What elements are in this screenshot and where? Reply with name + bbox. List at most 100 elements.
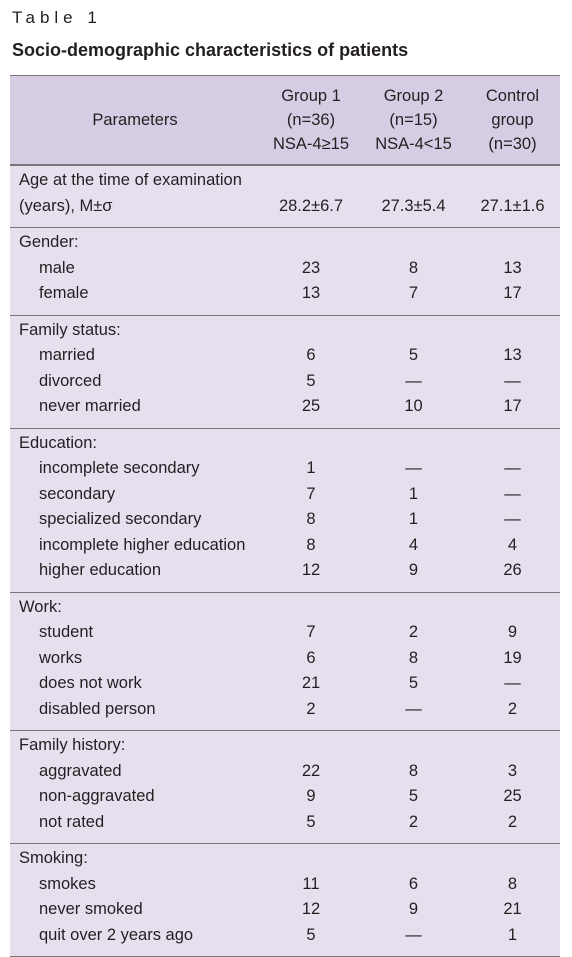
cell-value: 6 xyxy=(306,648,316,667)
cell-value: 8 xyxy=(408,258,419,277)
header-text: Group 2 xyxy=(383,87,444,105)
row-label: divorced xyxy=(39,371,102,390)
cell-value: 6 xyxy=(408,874,419,893)
cell-value: — xyxy=(504,459,521,478)
cell-value: 21 xyxy=(503,900,522,919)
cell-value: 5 xyxy=(408,787,419,806)
row-label: secondary xyxy=(39,484,116,503)
cell-value: — xyxy=(504,484,521,503)
cell-value: 7 xyxy=(306,484,316,503)
row-label: never smoked xyxy=(39,900,143,919)
cell-value: 9 xyxy=(306,787,316,806)
cell-value: 9 xyxy=(507,623,518,642)
cell-value: 2 xyxy=(408,812,419,831)
row-label: female xyxy=(39,284,89,303)
cell-value: 5 xyxy=(306,812,316,831)
table-row: student 7 2 9 xyxy=(10,620,560,646)
section-heading-row: Gender: xyxy=(10,230,560,256)
cell-value: 21 xyxy=(301,674,321,693)
table-row: incomplete higher education 8 4 4 xyxy=(10,533,560,559)
section-heading-row: Education: xyxy=(10,431,560,457)
cell-value: 12 xyxy=(301,900,321,919)
row-label: incomplete higher education xyxy=(39,535,246,554)
section-heading-row: Work: xyxy=(10,595,560,621)
header-text: (n=15) xyxy=(389,111,438,129)
header-text: Group 1 xyxy=(281,87,341,105)
table-row: divorced 5 — — xyxy=(10,369,560,395)
cell-value: 1 xyxy=(408,510,419,529)
cell-value: 13 xyxy=(503,258,522,277)
table-row: higher education 12 9 26 xyxy=(10,558,560,584)
table-row: incomplete secondary 1 — — xyxy=(10,456,560,482)
header-text: Parameters xyxy=(92,111,178,129)
table-title: Socio-demographic characteristics of pat… xyxy=(12,40,409,60)
cell-value: 7 xyxy=(306,623,316,642)
row-label: student xyxy=(39,623,94,642)
table-row: never smoked 12 9 21 xyxy=(10,897,560,923)
row-label: male xyxy=(39,258,75,277)
section-heading: Family status: xyxy=(19,320,121,339)
cell-value: 27.3±5.4 xyxy=(381,196,446,215)
cell-value: 22 xyxy=(301,761,321,780)
table-label: Table 1 xyxy=(12,8,102,27)
table-row: specialized secondary 8 1 — xyxy=(10,507,560,533)
section: Education: incomplete secondary 1— — seconda… xyxy=(10,427,560,592)
cell-value: 4 xyxy=(408,535,419,554)
cell-value: — xyxy=(504,371,521,390)
cell-value: 9 xyxy=(408,900,419,919)
cell-value: — xyxy=(504,510,521,529)
section-heading: Family history: xyxy=(19,736,126,755)
table-row: smokes 11 6 8 xyxy=(10,872,560,898)
section: Smoking: smokes 11 6 8 never smoked 12 9 21 quit … xyxy=(10,843,560,956)
table: Parameters Group 1 (n=36) NSA-4≥15 Group 2 (n… xyxy=(10,75,560,957)
cell-value: 2 xyxy=(306,699,316,718)
cell-value: 5 xyxy=(306,371,316,390)
cell-value: 1 xyxy=(507,925,518,944)
header-text: Control xyxy=(485,87,540,105)
cell-value: 7 xyxy=(408,284,419,303)
section: Gender: male 23 8 13 female 13 7 17 xyxy=(10,227,560,315)
row-label: higher education xyxy=(39,561,162,580)
cell-value: 5 xyxy=(408,346,419,365)
section: Work: student 7 2 9 works 6 8 19 does not work 21 5… xyxy=(10,591,560,731)
table-row: (years), M±σ 28.2±6.7 27.3±5.4 27.1±1.6 xyxy=(10,194,560,220)
cell-value: 4 xyxy=(507,535,518,554)
cell-value: 8 xyxy=(408,648,419,667)
section-heading: Gender: xyxy=(19,233,79,252)
cell-value: 8 xyxy=(306,535,316,554)
cell-value: 28.2±6.7 xyxy=(278,196,344,215)
table-row: non-aggravated 9 5 25 xyxy=(10,784,560,810)
cell-value: — xyxy=(405,925,422,944)
section-heading: Education: xyxy=(19,433,97,452)
header-text: (n=30) xyxy=(488,135,537,153)
cell-value: 5 xyxy=(408,674,419,693)
cell-value: 3 xyxy=(507,761,518,780)
header-text: NSA-4<15 xyxy=(375,135,452,153)
cell-value: 10 xyxy=(404,397,423,416)
cell-value: 8 xyxy=(408,761,419,780)
cell-value: 6 xyxy=(306,346,316,365)
section: Family status: married 6 5 13 divorced 5 — — neve… xyxy=(10,314,560,428)
table-row: married 6 5 13 xyxy=(10,343,560,369)
header-text: NSA-4≥15 xyxy=(272,135,349,153)
section: Family history: aggravated 22 8 3 non-aggrava… xyxy=(10,730,560,843)
cell-value: 8 xyxy=(306,510,316,529)
row-label: (years), M±σ xyxy=(19,196,113,215)
cell-value: 13 xyxy=(301,284,321,303)
cell-value: 2 xyxy=(507,699,518,718)
cell-value: 5 xyxy=(306,925,316,944)
cell-value: 17 xyxy=(503,397,522,416)
table-row: does not work 21 5 — xyxy=(10,671,560,697)
section-heading: Age at the time of examination xyxy=(19,171,242,190)
row-label: incomplete secondary xyxy=(39,459,200,478)
cell-value: 23 xyxy=(301,258,321,277)
cell-value: 2 xyxy=(507,812,518,831)
cell-value: 12 xyxy=(301,561,321,580)
header-text: group xyxy=(491,111,534,129)
header-cell: Group 2 (n=15) NSA-4<15 xyxy=(362,76,465,164)
table-row: secondary 7 1 — xyxy=(10,482,560,508)
cell-value: — xyxy=(504,674,521,693)
row-label: aggravated xyxy=(39,761,122,780)
header-cell: Parameters xyxy=(10,76,260,164)
